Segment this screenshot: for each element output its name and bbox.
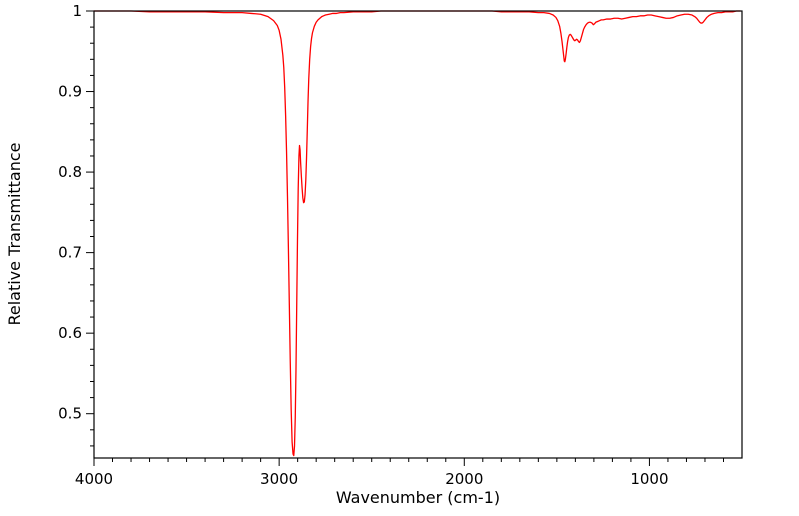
x-tick-label: 1000	[630, 470, 668, 488]
y-tick-label: 0.5	[58, 405, 82, 423]
plot-frame	[93, 10, 743, 459]
y-tick-label: 0.7	[58, 244, 82, 262]
x-tick-label: 4000	[75, 470, 113, 488]
y-tick-label: 0.6	[58, 324, 82, 342]
x-tick-label: 2000	[445, 470, 483, 488]
plot-area: 4000 3000 2000 1000 0.5 0.6 0.7 0.8 0.9 1	[58, 2, 743, 488]
y-axis-label: Relative Transmittance	[5, 142, 24, 325]
x-axis-label: Wavenumber (cm-1)	[336, 488, 500, 507]
spectrum-line	[93, 10, 741, 457]
y-tick-label: 1	[72, 2, 82, 20]
y-tick-label: 0.8	[58, 163, 82, 181]
y-tick-label: 0.9	[58, 83, 82, 101]
x-tick-label: 3000	[260, 470, 298, 488]
